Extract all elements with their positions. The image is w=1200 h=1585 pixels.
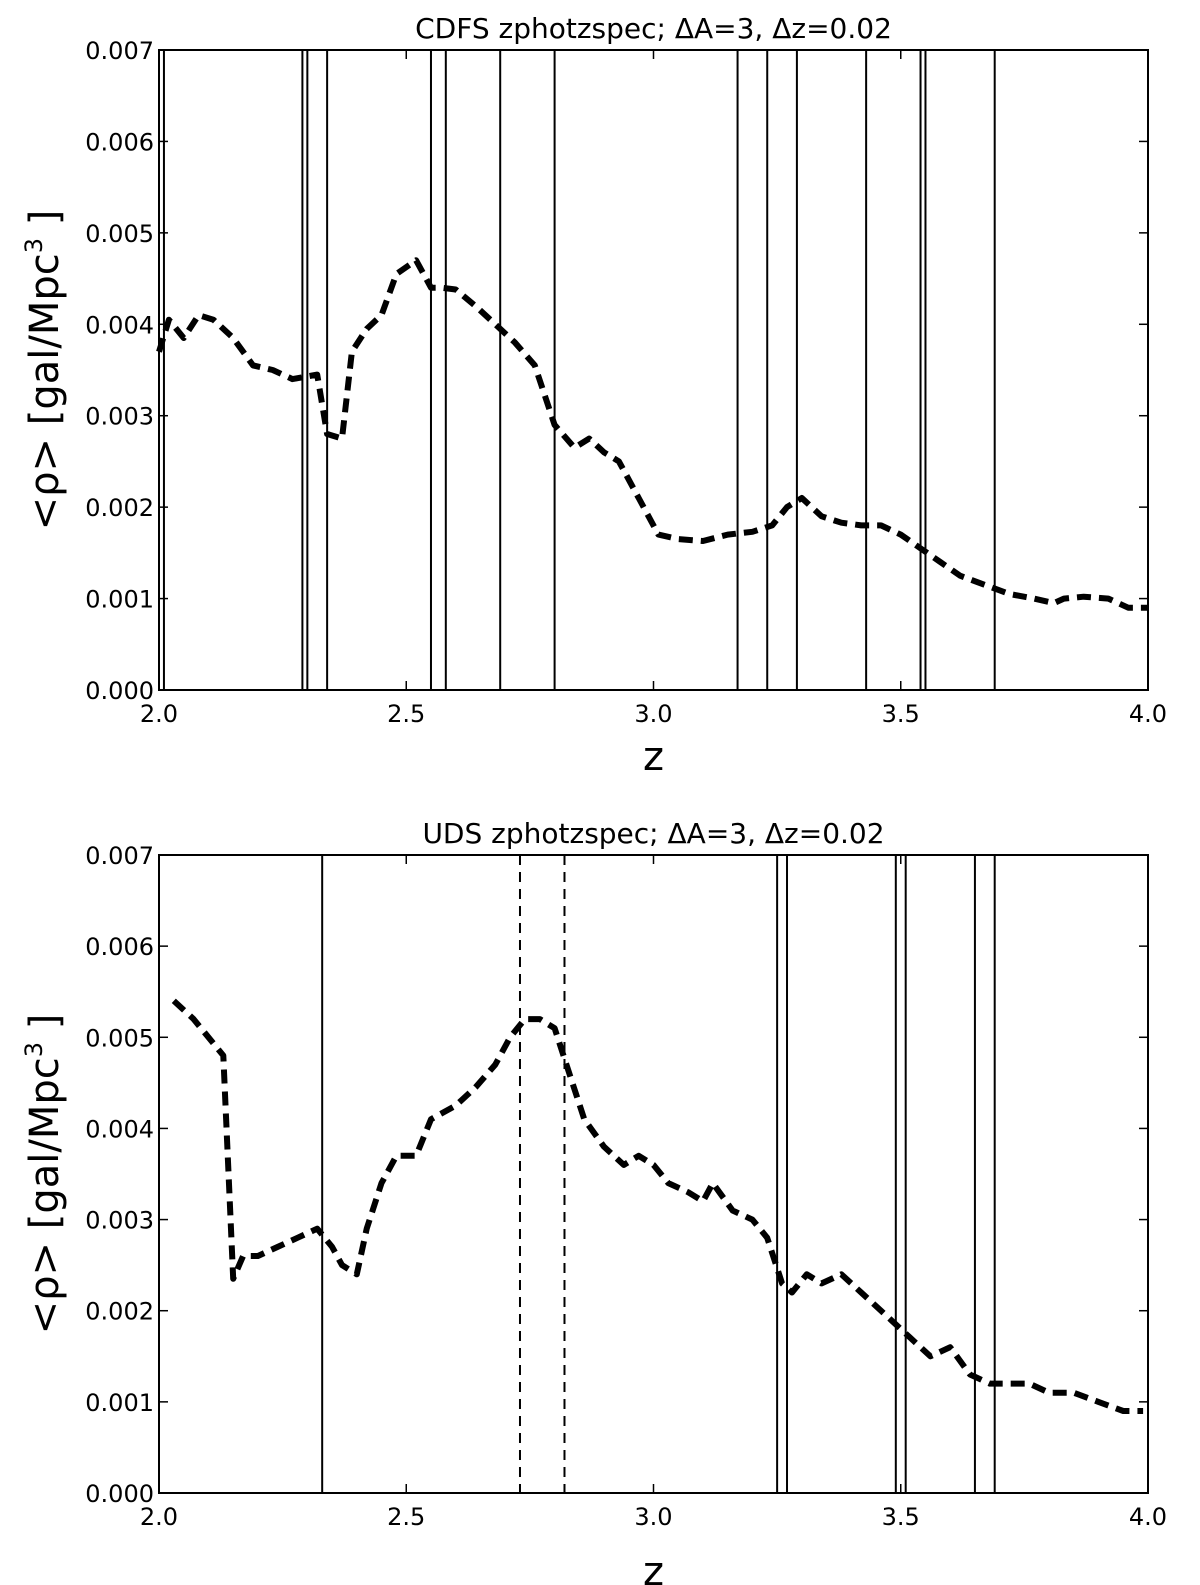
- x-tick-label: 3.5: [882, 700, 920, 728]
- y-tick-label: 0.003: [85, 403, 154, 431]
- x-tick-label: 3.0: [634, 1503, 672, 1531]
- x-tick-label: 4.0: [1129, 1503, 1167, 1531]
- x-tick-label: 4.0: [1129, 700, 1167, 728]
- y-axis-label: <ρ> [gal/Mpc3 ]: [20, 210, 68, 531]
- x-tick-label: 3.5: [882, 1503, 920, 1531]
- uds-panel: 2.0 2.5 3.0 3.5 4.0 0.000 0.001 0.002 0.003 0.004…: [20, 817, 1167, 1585]
- series-line: [156, 257, 1148, 611]
- y-tick-label: 0.004: [85, 1115, 154, 1143]
- chart-title: CDFS zphotzspec; ΔA=3, Δz=0.02: [415, 12, 892, 45]
- x-tick-label: 2.5: [387, 1503, 425, 1531]
- y-axis-label-end: ]: [22, 210, 68, 238]
- y-axis-label: <ρ> [gal/Mpc3 ]: [20, 1014, 68, 1335]
- y-axis-label-exponent: 3: [20, 238, 48, 253]
- y-tick-label: 0.003: [85, 1207, 154, 1235]
- y-tick-label: 0.006: [85, 933, 154, 961]
- x-axis-label: z: [643, 734, 664, 780]
- y-axis-label-main: <ρ> [gal/Mpc: [22, 253, 68, 530]
- x-tick-label: 2.0: [140, 700, 178, 728]
- plot-frame: [158, 854, 1149, 1494]
- y-tick-label: 0.002: [85, 1298, 154, 1326]
- y-tick-label: 0.000: [85, 677, 154, 705]
- x-tick-label: 3.0: [634, 700, 672, 728]
- y-tick-label: 0.005: [85, 220, 154, 248]
- y-axis-label-main: <ρ> [gal/Mpc: [22, 1057, 68, 1334]
- y-tick-label: 0.007: [85, 37, 154, 65]
- series-line: [171, 998, 1144, 1414]
- x-tick-label: 2.5: [387, 700, 425, 728]
- y-tick-label: 0.005: [85, 1024, 154, 1052]
- y-tick-label: 0.002: [85, 494, 154, 522]
- chart-title: UDS zphotzspec; ΔA=3, Δz=0.02: [422, 817, 884, 850]
- y-tick-label: 0.001: [85, 1389, 154, 1417]
- y-tick-label: 0.004: [85, 311, 154, 339]
- y-tick-label: 0.001: [85, 586, 154, 614]
- y-tick-label: 0.007: [85, 842, 154, 870]
- y-axis-label-end: ]: [22, 1014, 68, 1042]
- y-axis-label-exponent: 3: [20, 1042, 48, 1057]
- x-axis-label: z: [643, 1549, 664, 1585]
- y-tick-label: 0.000: [85, 1480, 154, 1508]
- cdfs-panel: 2.0 2.5 3.0 3.5 4.0 0.000 0.001 0.002 0.003 0.004…: [20, 12, 1167, 780]
- x-tick-label: 2.0: [140, 1503, 178, 1531]
- y-tick-label: 0.006: [85, 128, 154, 156]
